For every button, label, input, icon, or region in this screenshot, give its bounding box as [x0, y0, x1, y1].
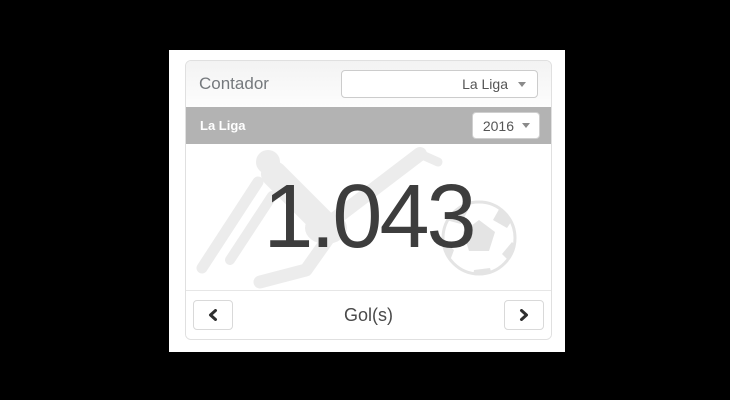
league-bar: La Liga 2016: [186, 107, 551, 144]
card-header: Contador La Liga: [186, 61, 551, 107]
chevron-left-icon: [209, 309, 217, 321]
widget-panel: Contador La Liga La Liga 2016: [169, 50, 565, 352]
prev-button[interactable]: [193, 300, 233, 330]
soccer-player-silhouette: [196, 147, 516, 289]
season-select-value: 2016: [482, 117, 514, 134]
next-button[interactable]: [504, 300, 544, 330]
chevron-down-icon: [522, 123, 530, 128]
counter-value: 1.043: [263, 166, 476, 267]
chevron-down-icon: [518, 81, 526, 87]
season-select[interactable]: 2016: [472, 112, 540, 139]
competition-select[interactable]: La Liga: [341, 70, 538, 98]
card-footer: Gol(s): [186, 290, 551, 339]
chevron-right-icon: [520, 309, 528, 321]
counter-unit-label: Gol(s): [344, 304, 393, 325]
competition-select-value: La Liga: [462, 76, 508, 92]
counter-card: Contador La Liga La Liga 2016: [185, 60, 552, 340]
soccer-ball-icon: [441, 200, 516, 276]
page-title: Contador: [199, 74, 269, 93]
counter-content: 1.043: [186, 144, 551, 290]
league-bar-title: La Liga: [200, 118, 246, 133]
